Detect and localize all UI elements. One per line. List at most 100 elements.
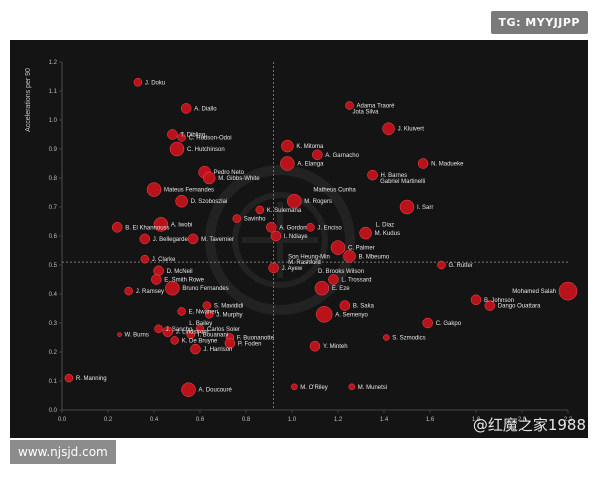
data-point: [266, 222, 277, 233]
point-label: K. De Bruyne: [182, 338, 218, 344]
point-label: J. Clarke: [152, 257, 176, 263]
point-label: P. Foden: [238, 341, 262, 347]
x-tick-label: 1.6: [426, 417, 435, 423]
point-label: M. Rogers: [304, 199, 332, 205]
y-tick-label: 0.9: [49, 147, 58, 153]
data-point: [312, 149, 323, 161]
y-tick-label: 1.1: [49, 89, 58, 95]
scatter-plot: 0.0 0.2 0.4 0.6 0.8 1.0 1.2 1.4 1.6 1.8 2.0 2.2 0.0 0…: [25, 60, 578, 423]
data-point: [328, 274, 339, 285]
y-tick-label: 1.0: [49, 118, 58, 124]
point-label: J. Sancho: [166, 327, 193, 333]
point-label: A. Diallo: [194, 106, 217, 112]
x-tick-label: 1.4: [380, 417, 389, 423]
point-label: J. Kluivert: [398, 127, 425, 133]
point-label: Jota Silva: [353, 109, 380, 115]
data-point: [111, 222, 123, 233]
reference-lines: [62, 62, 568, 410]
y-tick-label: 0.0: [49, 408, 58, 414]
point-label: M. Gibbs-White: [218, 176, 260, 182]
y-tick-label: 0.5: [49, 263, 58, 269]
point-label: Mohamed Salah: [512, 289, 556, 295]
x-tick-label: 0.4: [150, 417, 159, 423]
point-label: D. Brooks Wilson: [318, 269, 364, 275]
data-point: [64, 373, 74, 383]
point-label: B. El Khannouss: [125, 225, 169, 231]
point-label: W. Burns: [125, 333, 149, 339]
chart-panel: 0.0 0.2 0.4 0.6 0.8 1.0 1.2 1.4 1.6 1.8 2.0 2.2 0.0 0…: [10, 40, 588, 438]
data-point: [291, 383, 298, 391]
data-point: [153, 217, 169, 232]
x-tick-label: 2.2: [564, 417, 573, 423]
data-point: [169, 141, 185, 157]
point-label: S. Mavididi: [214, 304, 243, 310]
data-point: [359, 226, 372, 240]
point-label: B. Saka: [353, 304, 375, 310]
point-label: Adama Traoré: [357, 104, 396, 110]
data-point: [224, 338, 236, 349]
point-label: L. Bailey: [189, 321, 212, 327]
data-point: [186, 330, 196, 339]
point-label: Mateus Fernandes: [164, 188, 214, 194]
point-label: T. Dibling: [180, 133, 205, 139]
y-tick-label: 0.6: [49, 234, 58, 240]
x-tick-label: 1.8: [472, 417, 481, 423]
data-point: [470, 294, 482, 306]
data-point: [204, 310, 214, 319]
data-point: [382, 122, 395, 135]
point-label: I. Ndiaye: [284, 234, 308, 240]
data-point: [422, 317, 433, 329]
point-label: M. Kudus: [375, 231, 400, 237]
point-label: C. Gakpo: [436, 321, 462, 327]
data-point: [314, 280, 330, 296]
point-label: C. Hudson-Odoi: [189, 135, 232, 141]
point-label: Son Heung-Min: [288, 254, 330, 260]
point-label: K. Mitoma: [296, 144, 324, 150]
x-tick-label: 1.2: [334, 417, 343, 423]
point-label: M. Rashford: [288, 260, 321, 266]
data-point: [146, 182, 162, 197]
data-point: [383, 334, 390, 341]
x-tick-label: 2.0: [518, 417, 527, 423]
point-label: N. Madueke: [431, 162, 464, 168]
point-label: E. Nwaneri: [189, 309, 218, 315]
point-label: J. Enciso: [317, 225, 342, 231]
point-label: D. Szoboszlai: [191, 199, 228, 205]
x-tick-label: 0.8: [242, 417, 251, 423]
data-point: [187, 233, 199, 245]
axes: 0.0 0.2 0.4 0.6 0.8 1.0 1.2 1.4 1.6 1.8 2.0 2.2 0.0 0…: [49, 60, 573, 423]
point-label: Y. Minteh: [323, 344, 348, 350]
point-label: S. Szmodics: [392, 336, 425, 342]
data-point: [484, 300, 496, 311]
point-label: A. Gordon: [279, 225, 306, 231]
data-point: [124, 286, 133, 296]
data-point: [154, 324, 163, 334]
data-point: [202, 171, 216, 185]
point-label: J. Murphy: [216, 312, 242, 318]
data-point: [287, 193, 302, 209]
data-point: [190, 343, 201, 355]
data-point: [133, 78, 143, 87]
weibo-watermark: @红魔之家1988: [472, 416, 586, 434]
point-label: I. Bouanani: [198, 333, 228, 339]
y-tick-label: 0.7: [49, 205, 58, 211]
data-point: [140, 254, 150, 264]
data-point: [165, 280, 180, 296]
site-watermark: www.njsjd.com: [10, 440, 116, 464]
data-point: [367, 169, 378, 181]
point-label: E. Smith Rowe: [164, 278, 204, 284]
data-point: [268, 262, 279, 274]
y-tick-label: 0.8: [49, 176, 58, 182]
data-point: [117, 332, 122, 337]
data-point: [151, 274, 162, 285]
point-label: A. Elanga: [297, 162, 324, 168]
point-label: C. Hutchinson: [187, 147, 225, 153]
data-point: [558, 281, 578, 301]
data-point: [270, 230, 282, 242]
point-label: C. Palmer: [348, 246, 375, 252]
point-label: K. Sulemana: [267, 208, 302, 214]
point-label: J. Ramsey: [136, 289, 164, 295]
data-point: [181, 382, 196, 397]
data-point: [339, 300, 351, 311]
point-label: J. Lindstrom: [176, 330, 209, 336]
